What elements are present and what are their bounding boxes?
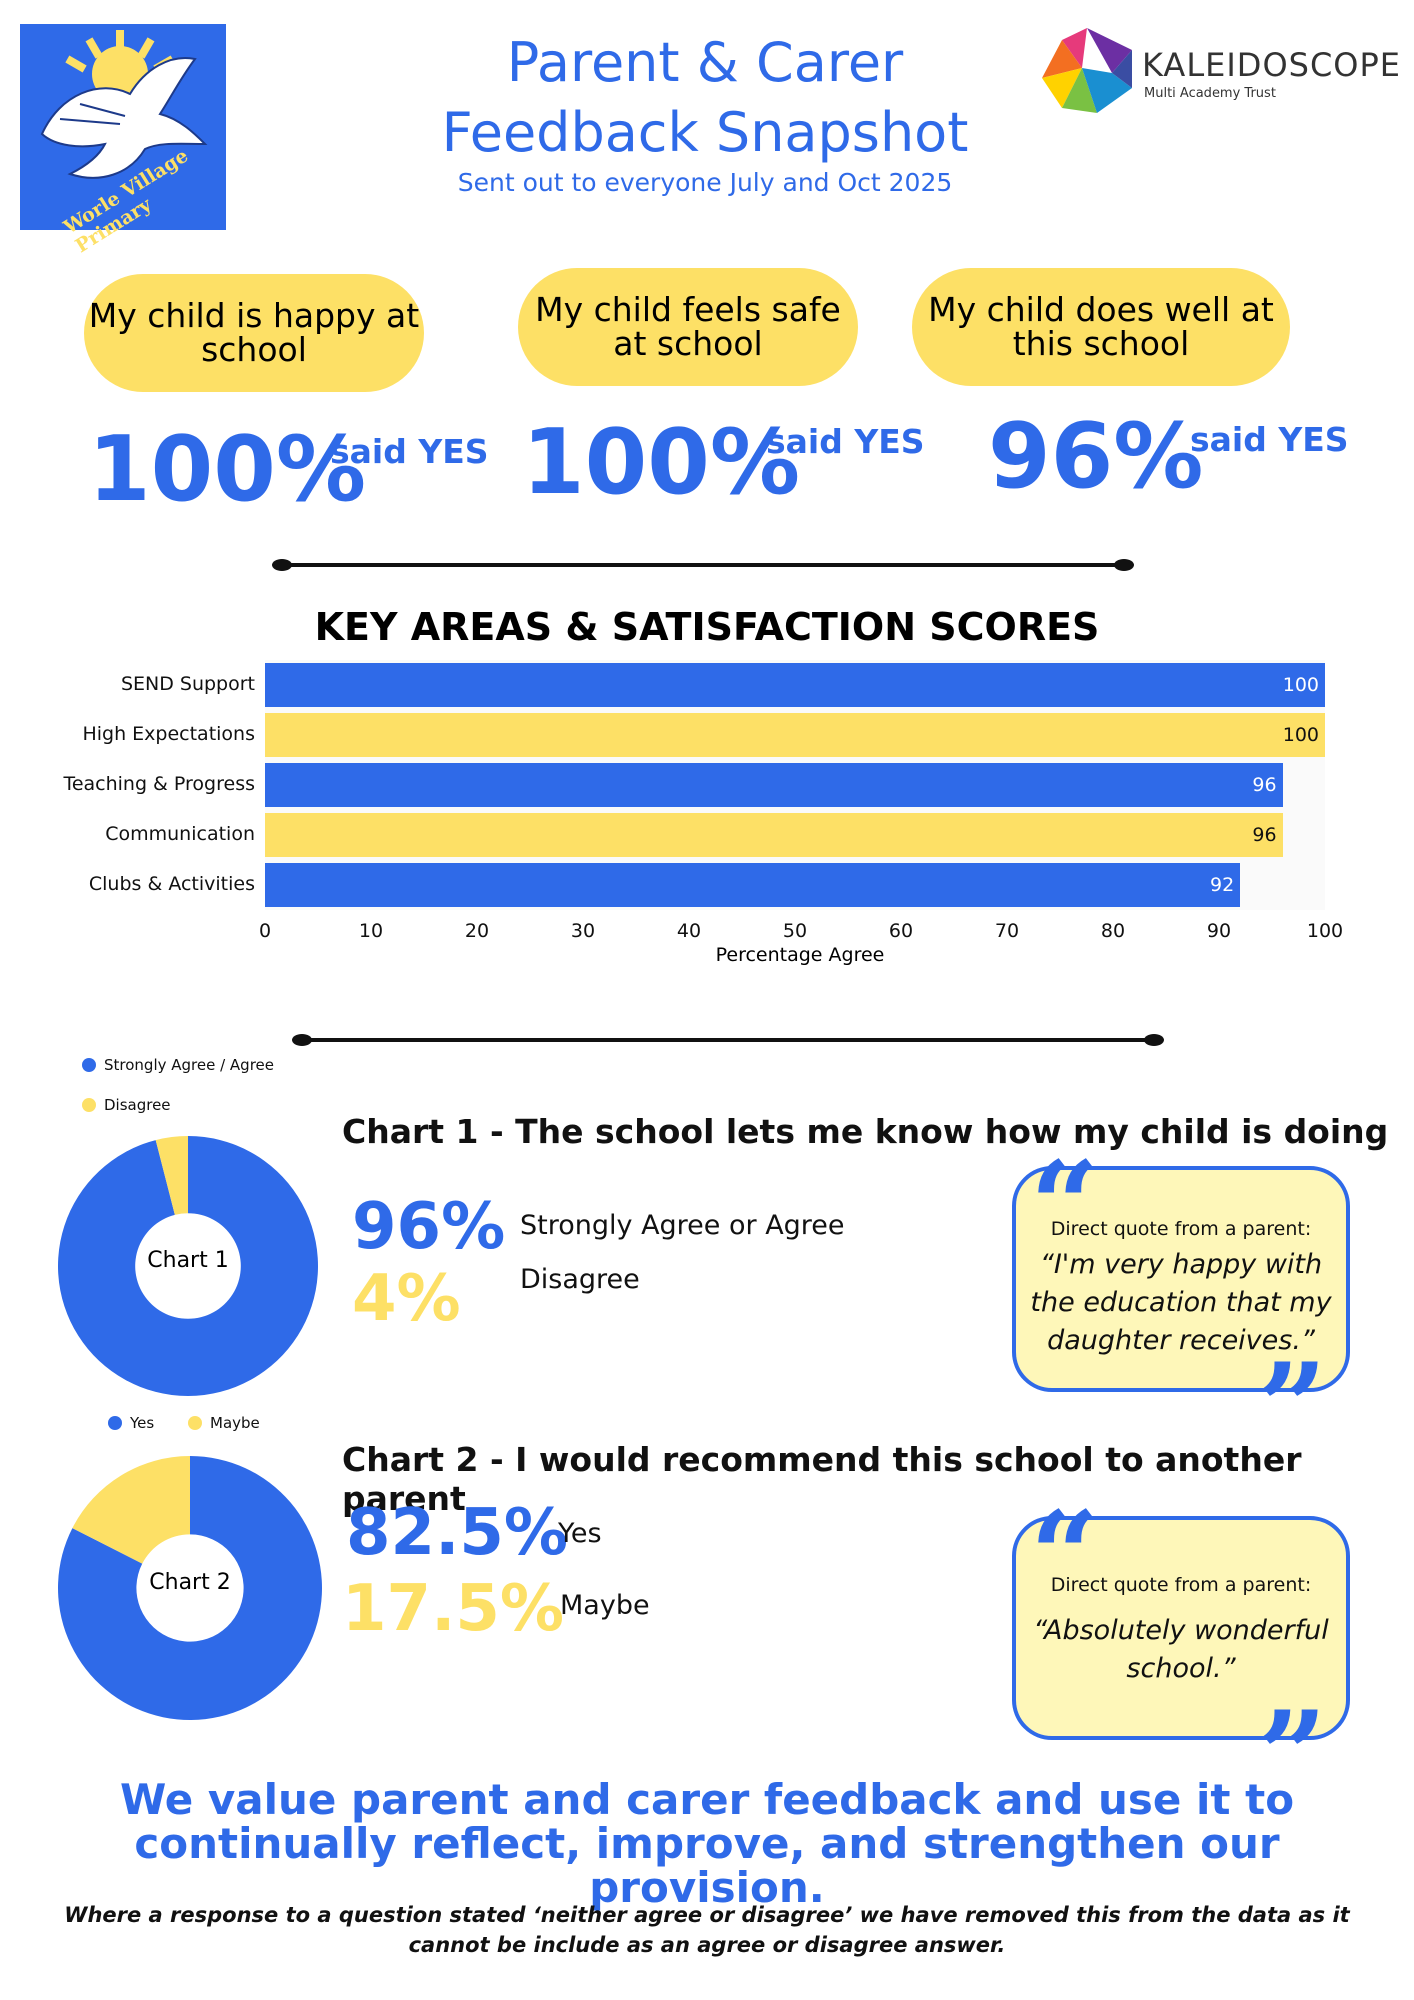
- bar-value-label: 92: [1210, 874, 1235, 896]
- divider: [292, 1034, 1164, 1046]
- legend-dot: [82, 1058, 96, 1072]
- open-quote-icon: “: [1030, 1485, 1100, 1626]
- bar: [265, 713, 1325, 757]
- bar-value-label: 96: [1252, 824, 1277, 846]
- bar-chart-title: KEY AREAS & SATISFACTION SCORES: [314, 605, 1100, 649]
- donut-center-label: Chart 1: [147, 1248, 229, 1273]
- x-tick-label: 0: [258, 920, 272, 942]
- divider: [272, 559, 1134, 571]
- yes-card-percent: 100%: [522, 410, 801, 515]
- bar-value-label: 100: [1282, 724, 1319, 746]
- x-tick-label: 40: [676, 920, 702, 942]
- yes-card-percent: 96%: [988, 404, 1204, 509]
- yes-card-label: My child is happy at school: [84, 274, 424, 392]
- legend-label: Yes: [130, 1414, 155, 1432]
- yes-card-suffix: said YES: [1190, 420, 1349, 459]
- x-tick-label: 100: [1306, 920, 1344, 942]
- bar-category-label: Communication: [105, 823, 255, 845]
- kaleidoscope-logo-icon: [1042, 28, 1132, 113]
- chart-2-stat-value: 82.5%: [346, 1496, 569, 1570]
- legend-label: Strongly Agree / Agree: [104, 1056, 275, 1074]
- x-tick-label: 20: [464, 920, 490, 942]
- title-line-2: Feedback Snapshot: [441, 101, 969, 164]
- closing-statement: We value parent and carer feedback and u…: [119, 1775, 1295, 1912]
- pie-slice: [155, 1136, 188, 1215]
- bar: [265, 663, 1325, 707]
- bar-category-label: Teaching & Progress: [63, 773, 255, 795]
- chart-2-stat-label: Yes: [558, 1518, 602, 1549]
- x-tick-label: 60: [888, 920, 914, 942]
- pie-slice: [72, 1456, 190, 1564]
- chart-1-heading: Chart 1 - The school lets me know how my…: [342, 1112, 1389, 1151]
- chart-1-stat-label: Disagree: [520, 1264, 640, 1295]
- legend-item: Maybe: [188, 1414, 260, 1432]
- legend-item: Disagree: [82, 1096, 171, 1114]
- x-tick-label: 70: [994, 920, 1020, 942]
- legend-item: Yes: [108, 1414, 154, 1432]
- legend-dot: [82, 1098, 96, 1112]
- yes-card-label: My child does well at this school: [912, 268, 1290, 386]
- chart-2-stat-value: 17.5%: [342, 1572, 565, 1646]
- bar-category-label: Clubs & Activities: [88, 873, 255, 895]
- legend-label: Disagree: [104, 1096, 171, 1114]
- bar: [265, 763, 1283, 807]
- quote-lead: Direct quote from a parent:: [1050, 1574, 1312, 1596]
- close-quote-icon: ”: [1258, 1337, 1328, 1478]
- quote-lead: Direct quote from a parent:: [1050, 1218, 1312, 1240]
- legend-label: Maybe: [210, 1414, 260, 1432]
- school-logo: Worle Village Primary: [20, 24, 226, 257]
- chart-1-stat-value: 96%: [352, 1190, 506, 1264]
- x-tick-label: 80: [1100, 920, 1126, 942]
- chart-2-stat-label: Maybe: [560, 1590, 650, 1621]
- chart-1-stat-value: 4%: [352, 1262, 461, 1336]
- bar: [265, 813, 1283, 857]
- bar-chart: SEND Support 100 High Expectations 100 Teach…: [63, 663, 1344, 942]
- trust-name: KALEIDOSCOPE: [1142, 46, 1401, 84]
- pie-slice: [57, 1136, 318, 1396]
- quote-text: “I'm very happy with the education that …: [1030, 1249, 1332, 1356]
- close-quote-icon: ”: [1258, 1685, 1328, 1826]
- bar: [265, 863, 1241, 907]
- quote-text: “Absolutely wonderful school.”: [1033, 1615, 1329, 1684]
- donut-chart-2: [57, 1456, 322, 1720]
- footnote: Where a response to a question stated ‘n…: [64, 1903, 1350, 1957]
- bar-chart-xlabel: Percentage Agree: [715, 944, 885, 966]
- pie-slice: [57, 1456, 322, 1720]
- quote-box: Direct quote from a parent: “Absolutely …: [1012, 1516, 1350, 1740]
- page-title: Parent & Carer Feedback Snapshot: [380, 28, 1030, 168]
- x-tick-label: 50: [782, 920, 808, 942]
- yes-card-percent: 100%: [88, 417, 367, 522]
- legend-dot: [108, 1416, 122, 1430]
- x-tick-label: 30: [570, 920, 596, 942]
- donut-chart-1: [57, 1136, 318, 1396]
- quote-box: Direct quote from a parent: “I'm very ha…: [1012, 1166, 1350, 1392]
- yes-card-suffix: said YES: [766, 422, 925, 461]
- page-subtitle: Sent out to everyone July and Oct 2025: [457, 168, 953, 197]
- x-tick-label: 90: [1206, 920, 1232, 942]
- bar-category-label: High Expectations: [82, 723, 255, 745]
- chart-1-stat-label: Strongly Agree or Agree: [520, 1210, 845, 1241]
- legend-dot: [188, 1416, 202, 1430]
- yes-card-label: My child feels safe at school: [518, 268, 858, 386]
- open-quote-icon: “: [1030, 1135, 1100, 1276]
- donut-center-label: Chart 2: [149, 1570, 231, 1595]
- legend-item: Strongly Agree / Agree: [82, 1056, 274, 1074]
- bar-category-label: SEND Support: [120, 673, 255, 695]
- bar-value-label: 96: [1252, 774, 1277, 796]
- trust-subtitle: Multi Academy Trust: [1144, 86, 1276, 101]
- dove-icon: [40, 30, 208, 179]
- title-line-1: Parent & Carer: [506, 31, 904, 94]
- chart-2-heading: Chart 2 - I would recommend this school …: [342, 1440, 1302, 1518]
- bar-value-label: 100: [1282, 674, 1319, 696]
- x-tick-label: 10: [358, 920, 384, 942]
- yes-card-suffix: said YES: [330, 432, 489, 471]
